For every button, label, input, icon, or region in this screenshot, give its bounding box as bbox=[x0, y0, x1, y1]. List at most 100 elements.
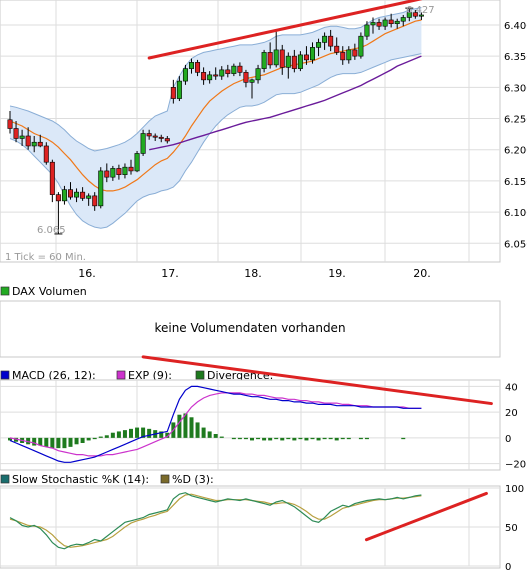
candle bbox=[249, 78, 255, 99]
stochastic-legend-label: Slow Stochastic %K (14): bbox=[12, 473, 149, 486]
macd-y-ticks: 40 20 0 −20 bbox=[505, 382, 526, 470]
candle-body-up bbox=[406, 12, 412, 18]
macd-legend-swatch bbox=[116, 370, 126, 380]
candle-body-down bbox=[68, 189, 74, 198]
x-tick-label: 19. bbox=[328, 267, 346, 280]
candle-body-down bbox=[388, 19, 394, 25]
candle bbox=[158, 134, 164, 143]
macd-divergence-bar bbox=[207, 431, 212, 438]
candle-body-down bbox=[237, 65, 243, 73]
candle bbox=[13, 121, 19, 143]
price-x-ticks: 16. 17. 18. 19. 20. bbox=[78, 267, 431, 280]
candle bbox=[322, 32, 328, 50]
candle-body-down bbox=[340, 52, 346, 61]
macd-divergence-bar bbox=[346, 437, 351, 440]
candle-body-up bbox=[370, 22, 376, 26]
candle-body-up bbox=[231, 65, 237, 74]
price-panel: 6.050 6.100 6.150 6.200 6.250 6.300 6.350 6.400… bbox=[0, 0, 527, 280]
candle-body-down bbox=[303, 54, 309, 61]
candle-body-up bbox=[74, 191, 80, 198]
candle bbox=[86, 193, 92, 206]
sma-long-line bbox=[149, 55, 422, 151]
candle-body-up bbox=[98, 170, 104, 207]
macd-divergence-bar bbox=[26, 437, 31, 445]
macd-divergence-bar bbox=[340, 437, 345, 440]
macd-legend-swatch bbox=[0, 370, 10, 380]
candle bbox=[231, 63, 237, 77]
sma-short-line bbox=[9, 19, 422, 192]
macd-divergence-bar bbox=[201, 427, 206, 438]
candle-body-up bbox=[382, 19, 388, 27]
candle-body-up bbox=[189, 62, 195, 69]
macd-divergence-trend-line bbox=[141, 355, 493, 406]
volume-no-data-message: keine Volumendaten vorhanden bbox=[154, 321, 345, 335]
stochastic-panel: Slow Stochastic %K (14): %D (3): 100 50 0 bbox=[0, 473, 524, 573]
macd-divergence-bar bbox=[358, 437, 363, 440]
candle bbox=[68, 182, 74, 200]
candle-body-up bbox=[322, 35, 328, 43]
candle bbox=[213, 67, 219, 80]
macd-divergence-bar bbox=[304, 437, 309, 441]
candle-body-down bbox=[55, 194, 61, 202]
candle-body-up bbox=[364, 24, 370, 37]
candle bbox=[406, 8, 412, 22]
candle-body-down bbox=[116, 168, 122, 175]
candle-body-up bbox=[400, 17, 406, 22]
macd-legend-swatch bbox=[195, 370, 205, 380]
candle-body-up bbox=[61, 189, 67, 202]
price-y-tick-label: 6.400 bbox=[504, 21, 527, 32]
candle-body-up bbox=[346, 49, 352, 61]
candle bbox=[255, 64, 261, 84]
candle-body-up bbox=[285, 55, 291, 68]
low-annotation: 6.065 bbox=[37, 225, 66, 236]
x-tick-label: 18. bbox=[244, 267, 262, 280]
macd-divergence-bar bbox=[32, 437, 37, 446]
macd-divergence-bar bbox=[44, 437, 49, 447]
candle bbox=[273, 29, 279, 68]
macd-divergence-bar bbox=[286, 437, 291, 440]
price-y-tick-label: 6.100 bbox=[504, 208, 527, 219]
candle bbox=[7, 111, 13, 134]
candle-body-down bbox=[352, 49, 358, 57]
macd-divergence-bar bbox=[262, 437, 267, 441]
candle-body-up bbox=[19, 135, 25, 139]
candle bbox=[182, 64, 188, 85]
candle bbox=[388, 13, 394, 28]
candle bbox=[74, 188, 80, 203]
candle bbox=[176, 76, 182, 102]
candle bbox=[382, 17, 388, 30]
candle-body-down bbox=[213, 74, 219, 77]
macd-divergence-bar bbox=[8, 437, 12, 441]
candle-body-down bbox=[128, 166, 134, 172]
candle-body-down bbox=[164, 138, 170, 142]
candle bbox=[134, 150, 140, 173]
macd-legend-label: EXP (9): bbox=[128, 369, 172, 382]
macd-divergence-bar bbox=[110, 432, 115, 438]
candle bbox=[328, 29, 334, 52]
candle bbox=[19, 129, 25, 146]
macd-divergence-bar bbox=[189, 417, 194, 438]
price-y-tick-label: 6.300 bbox=[504, 83, 527, 94]
macd-divergence-bar bbox=[74, 437, 79, 445]
candle bbox=[376, 18, 382, 30]
candle bbox=[110, 165, 116, 181]
candle bbox=[279, 44, 285, 75]
candle-body-down bbox=[201, 72, 207, 81]
candle-body-down bbox=[13, 128, 19, 139]
candle-body-up bbox=[261, 52, 267, 69]
macd-divergence-bar bbox=[292, 437, 297, 441]
candle bbox=[116, 164, 122, 180]
candle bbox=[92, 192, 98, 211]
candle bbox=[98, 167, 104, 209]
volume-legend-label: DAX Volumen bbox=[12, 285, 87, 298]
high-annotation: 6.427 bbox=[406, 5, 435, 16]
macd-panel: MACD (26, 12): EXP (9): Divergence: 40200−… bbox=[0, 355, 526, 471]
macd-divergence-bar bbox=[80, 437, 85, 443]
macd-divergence-bar bbox=[237, 437, 242, 440]
macd-divergence-bar bbox=[280, 437, 285, 441]
stochastic-legend: Slow Stochastic %K (14): %D (3): bbox=[0, 473, 214, 486]
candle-body-down bbox=[328, 35, 334, 47]
candle bbox=[55, 192, 61, 234]
candle bbox=[140, 129, 146, 156]
